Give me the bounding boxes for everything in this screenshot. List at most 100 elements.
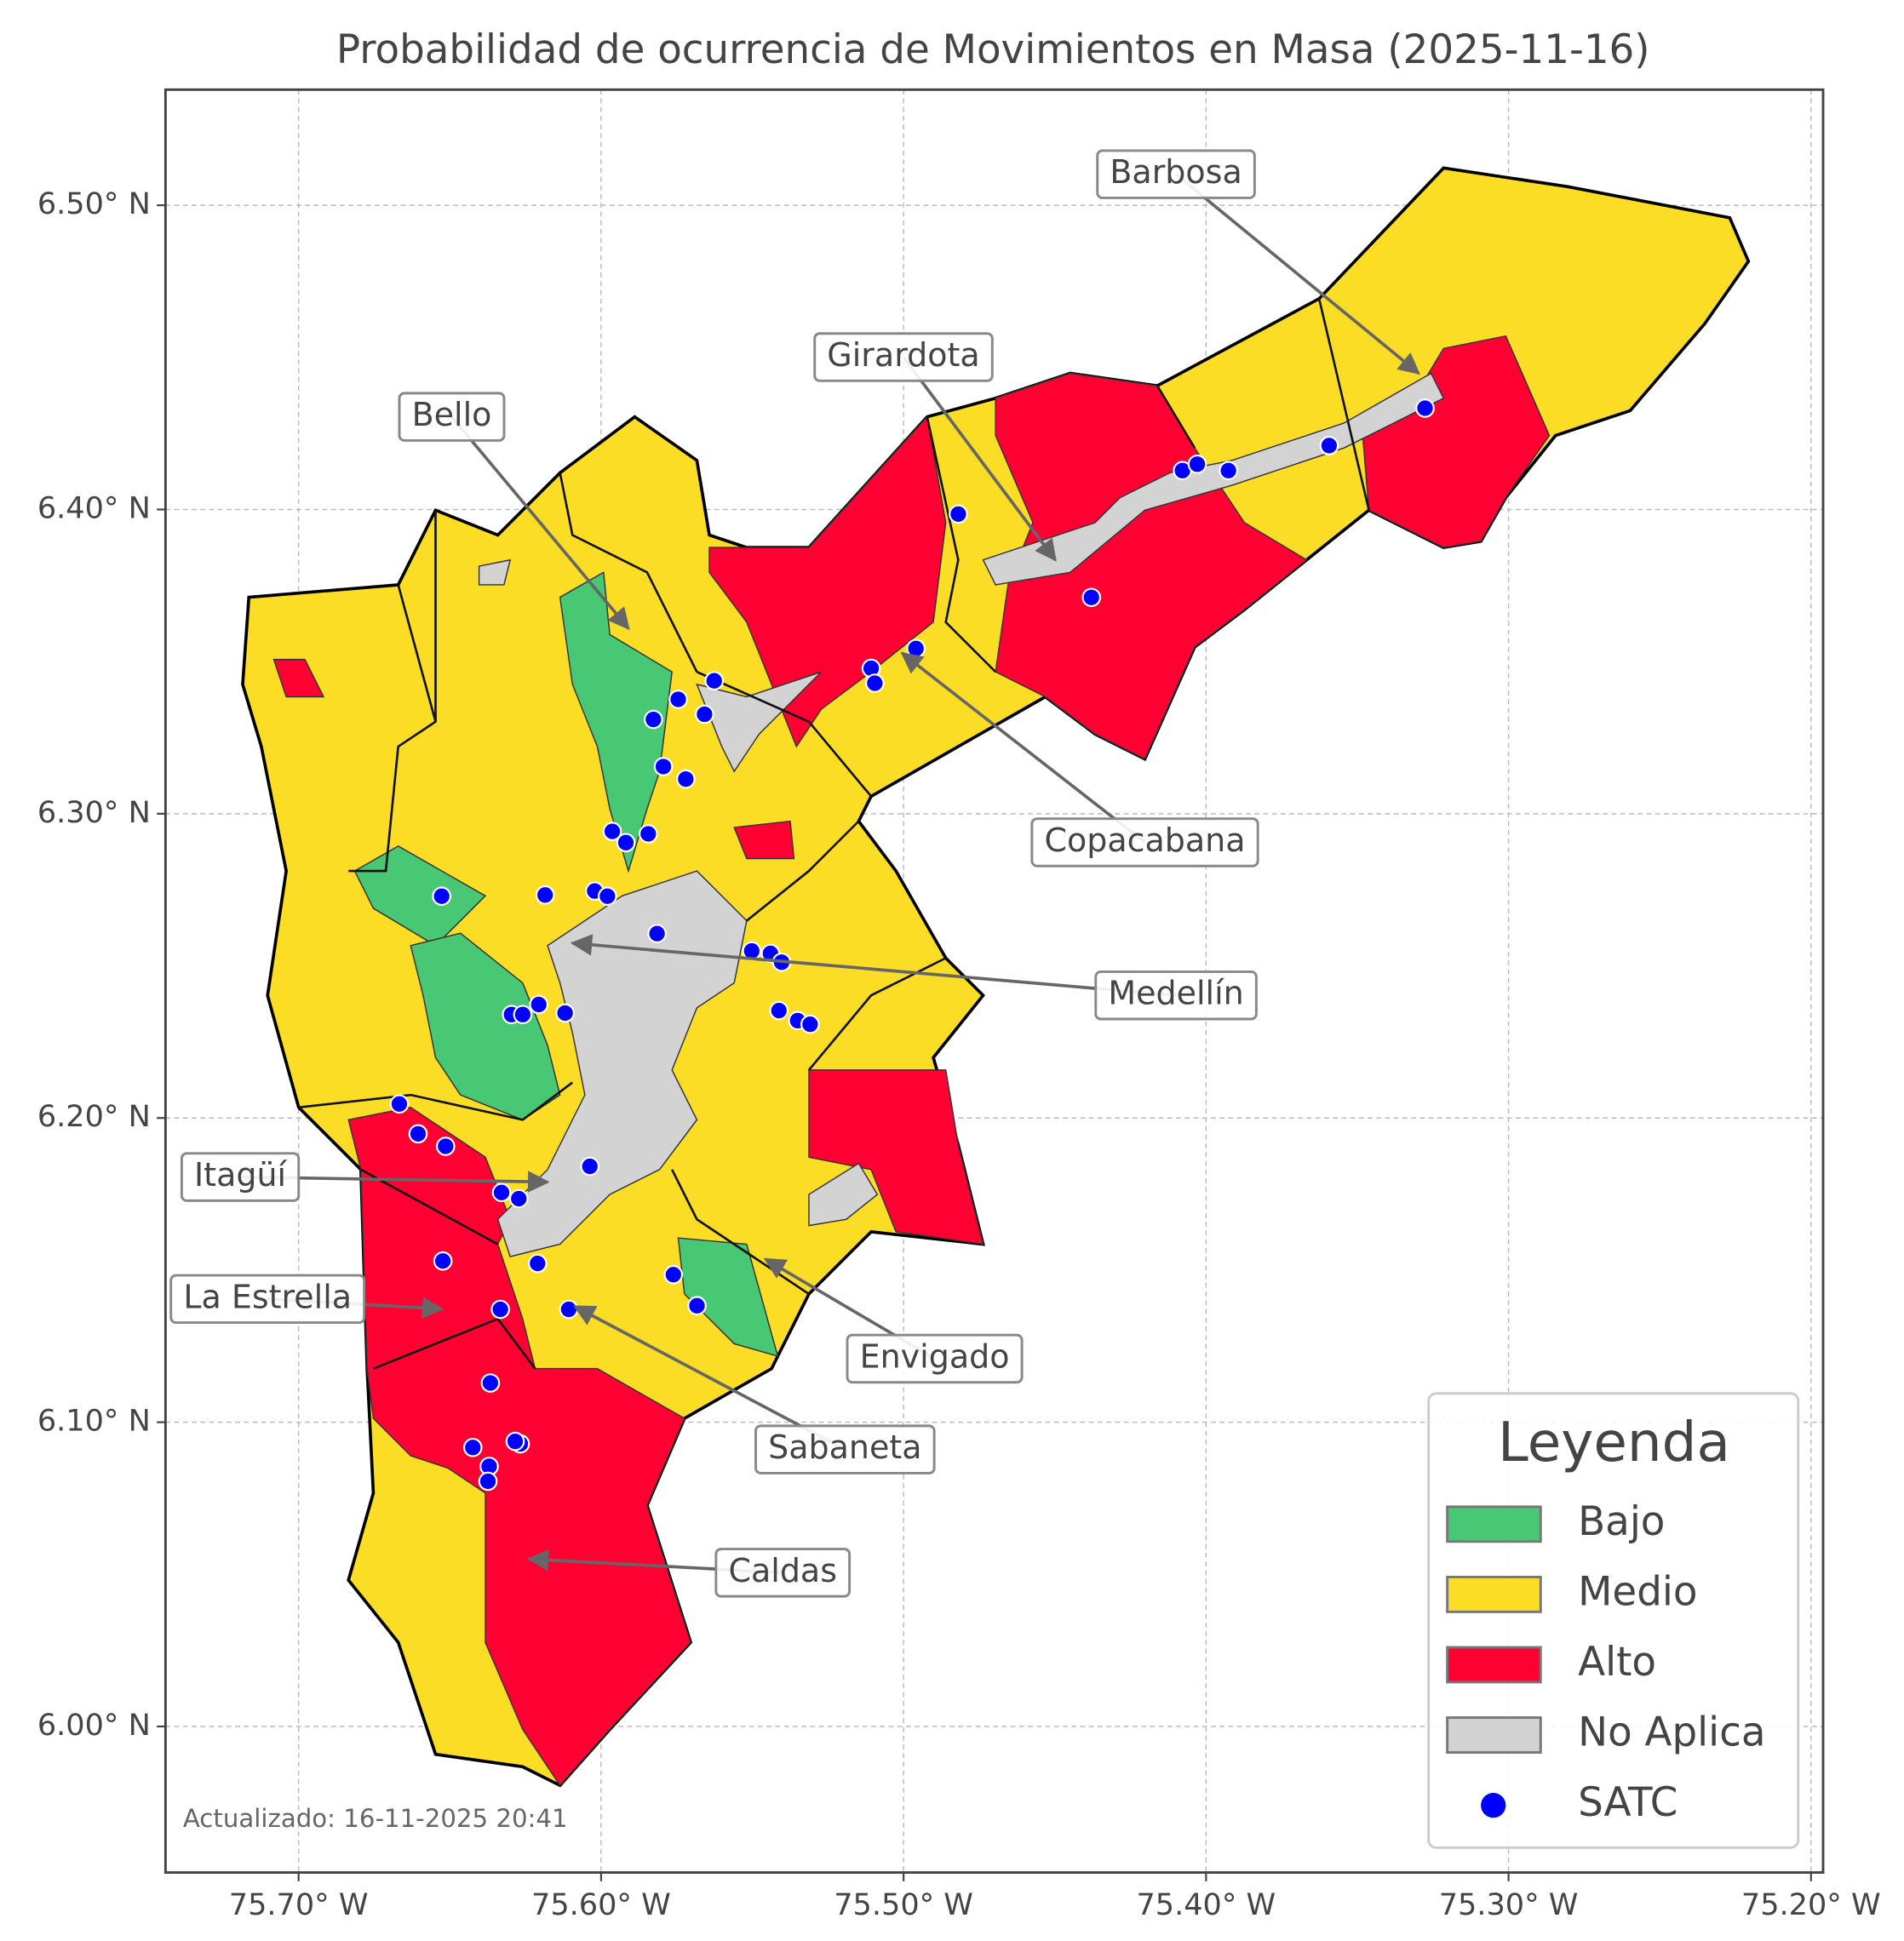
boundary	[397, 584, 437, 723]
station	[598, 886, 617, 907]
station	[462, 1437, 483, 1457]
annotation-box	[714, 1548, 852, 1598]
station	[1319, 436, 1339, 455]
updated-note: Actualizado: 16-11-2025 20:41	[183, 1804, 568, 1833]
station	[529, 994, 549, 1015]
station	[668, 690, 688, 709]
annotation-box	[169, 1274, 366, 1325]
boundary	[360, 1168, 499, 1245]
region	[696, 671, 823, 773]
y-tick-label: 6.20° N	[37, 1099, 151, 1134]
station	[408, 1124, 428, 1144]
station	[513, 1005, 533, 1025]
annotation-box	[813, 332, 994, 382]
station	[1187, 454, 1207, 474]
region	[677, 1237, 779, 1358]
y-tick-label: 6.00° N	[37, 1708, 151, 1743]
legend-swatch	[1481, 1793, 1506, 1818]
station	[865, 673, 885, 693]
boundary	[746, 820, 860, 922]
legend-label: No Aplica	[1578, 1710, 1765, 1756]
annotation-box	[398, 392, 506, 442]
legend-swatch	[1446, 1716, 1542, 1754]
station	[555, 1003, 575, 1023]
boundary	[807, 957, 947, 1071]
station	[949, 504, 968, 524]
x-tick-label: 75.60° W	[531, 1887, 671, 1922]
x-tick-label: 75.20° W	[1741, 1887, 1881, 1922]
station	[616, 833, 636, 853]
y-tick-label: 6.40° N	[37, 490, 151, 525]
municipality-label: Itagüí	[194, 1156, 288, 1194]
station	[647, 924, 667, 943]
annotation-box	[1096, 149, 1256, 199]
municipality-label: Medellín	[1108, 975, 1243, 1012]
municipality-label: Envigado	[860, 1337, 1010, 1375]
x-tick-label: 75.70° W	[229, 1887, 369, 1922]
legend: Leyenda Bajo Medio Alto No Aplica SATC	[1427, 1392, 1800, 1849]
station	[906, 638, 926, 659]
station	[687, 1296, 707, 1316]
station	[1415, 398, 1435, 418]
boundary	[372, 1317, 536, 1370]
station	[663, 1264, 684, 1285]
station	[769, 1000, 789, 1021]
station	[433, 1251, 453, 1271]
y-tick-label: 6.10° N	[37, 1404, 151, 1439]
annotations: Barbosa Girardota Bello Copacabana Medellín I…	[169, 149, 1421, 1598]
region	[808, 1069, 984, 1245]
boundary	[559, 472, 698, 673]
region	[808, 1162, 879, 1227]
station	[480, 1373, 501, 1393]
boundary	[348, 510, 437, 873]
station	[1219, 461, 1238, 481]
boundary	[696, 671, 873, 798]
boundary	[298, 1081, 574, 1121]
legend-label: Medio	[1578, 1569, 1697, 1615]
annotation-box	[1094, 970, 1258, 1021]
annotation-box	[846, 1333, 1024, 1384]
station	[535, 885, 555, 905]
station	[1081, 587, 1102, 608]
region	[733, 820, 795, 860]
station	[704, 671, 725, 691]
boundary	[926, 416, 997, 673]
annotation-arrow	[1174, 173, 1421, 375]
annotation-box	[754, 1424, 936, 1474]
region	[272, 658, 325, 698]
annotation-arrow	[900, 651, 1146, 844]
station	[602, 822, 622, 841]
station	[508, 1188, 529, 1209]
legend-swatch	[1446, 1505, 1542, 1543]
municipality-label: Girardota	[827, 336, 979, 374]
station	[490, 1299, 510, 1320]
x-tick-label: 75.40° W	[1136, 1887, 1276, 1922]
station	[491, 1182, 512, 1203]
y-tick-label: 6.50° N	[37, 186, 151, 221]
map-title: Probabilidad de ocurrencia de Movimiento…	[336, 27, 1650, 73]
legend-label: Alto	[1578, 1640, 1656, 1686]
legend-swatch	[1446, 1646, 1542, 1684]
station	[676, 769, 696, 789]
plot-frame	[163, 88, 1825, 1875]
region	[982, 372, 1445, 586]
station	[695, 704, 714, 724]
station	[638, 824, 658, 844]
station	[527, 1253, 548, 1274]
municipality-label: Barbosa	[1110, 153, 1242, 191]
annotation-arrow	[902, 356, 1057, 562]
station	[580, 1156, 600, 1177]
boundary	[1317, 298, 1370, 511]
municipality-label: Caldas	[728, 1552, 837, 1589]
station	[653, 757, 674, 776]
municipality-label: Sabaneta	[768, 1429, 921, 1466]
station	[505, 1431, 525, 1451]
station	[435, 1137, 456, 1156]
annotation-box	[1030, 817, 1259, 867]
legend-swatch	[1446, 1575, 1542, 1613]
region	[478, 558, 512, 586]
annotation-arrow	[570, 934, 1177, 998]
municipality-label: Bello	[412, 396, 492, 433]
